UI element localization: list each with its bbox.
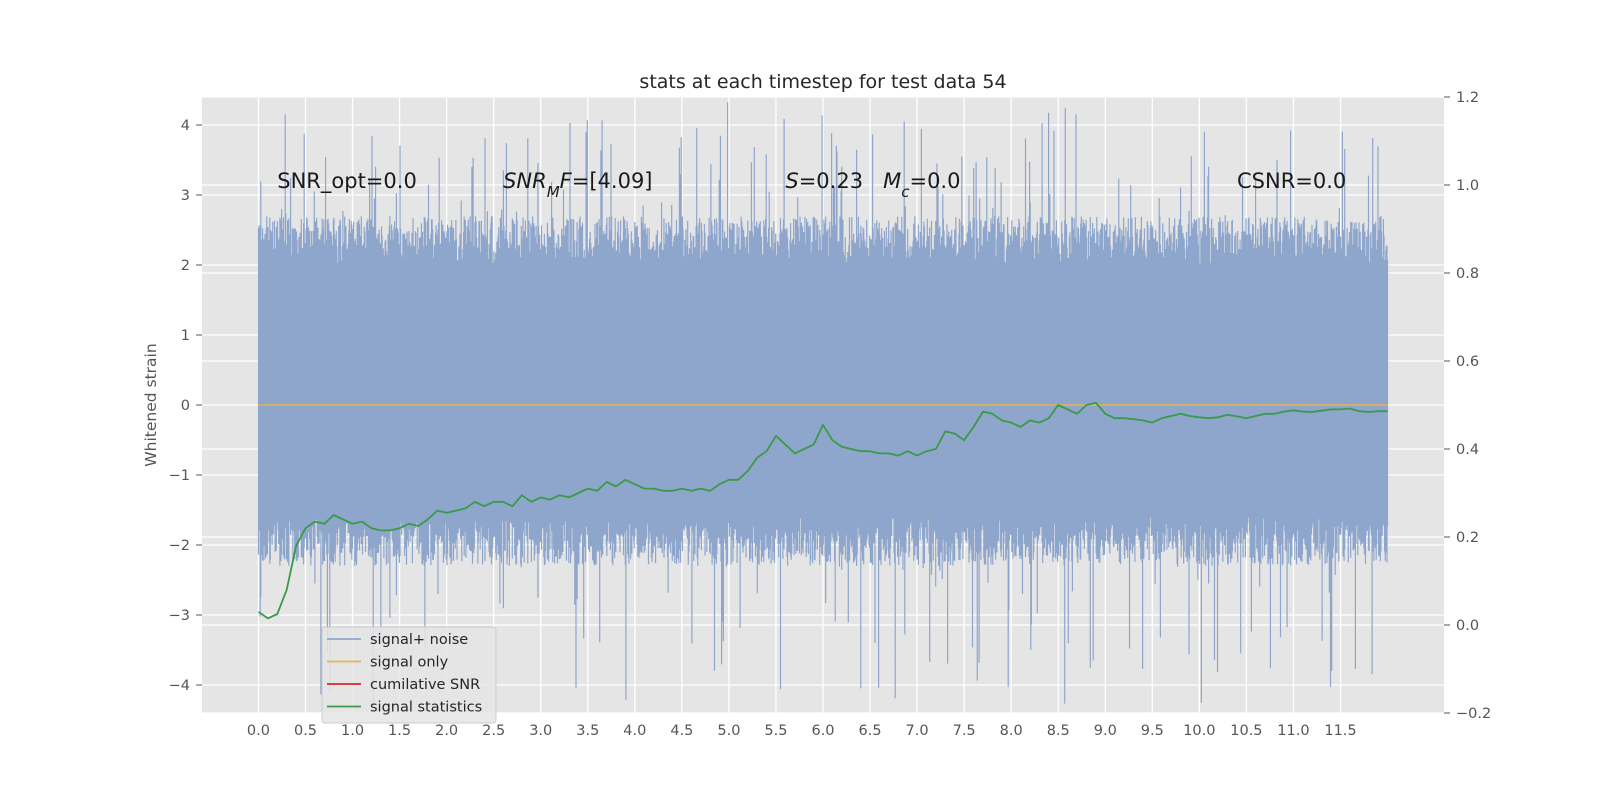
y2-tick-label-1: 0.0 [1456, 618, 1479, 634]
x-tick-label-10: 5.0 [717, 723, 740, 739]
legend-label-0: signal+ noise [370, 632, 468, 648]
chart-title: stats at each timestep for test data 54 [639, 71, 1006, 93]
signal-noise-band [258, 275, 1388, 507]
x-tick-label-13: 6.5 [859, 723, 882, 739]
x-tick-label-20: 10.0 [1183, 723, 1215, 739]
y-tick-label-2: −2 [169, 538, 190, 554]
x-tick-label-12: 6.0 [811, 723, 834, 739]
x-tick-label-3: 1.5 [388, 723, 411, 739]
x-tick-label-14: 7.0 [906, 723, 929, 739]
y-tick-label-0: −4 [169, 678, 190, 694]
x-tick-label-7: 3.5 [576, 723, 599, 739]
x-tick-label-4: 2.0 [435, 723, 458, 739]
y-tick-label-1: −3 [169, 608, 190, 624]
legend-label-2: cumilative SNR [370, 677, 480, 693]
x-tick-label-16: 8.0 [1000, 723, 1023, 739]
signal-noise-series [257, 102, 1389, 706]
y-tick-label-6: 2 [181, 258, 190, 274]
y2-tick-label-6: 1.0 [1456, 178, 1479, 194]
y2-tick-label-5: 0.8 [1456, 266, 1479, 282]
y2-tick-label-0: −0.2 [1456, 706, 1491, 722]
x-tick-label-9: 4.5 [670, 723, 693, 739]
annotation-2: S=0.23 Mc=0.0 [785, 169, 960, 201]
y-axis-label: Whitened strain [142, 343, 160, 466]
y2-tick-label-3: 0.4 [1456, 442, 1479, 458]
annotation-1: SNRMF=[4.09] [503, 169, 652, 201]
x-tick-label-17: 8.5 [1047, 723, 1070, 739]
legend-label-3: signal statistics [370, 700, 482, 716]
x-tick-label-22: 11.0 [1277, 723, 1309, 739]
y2-tick-label-2: 0.2 [1456, 530, 1479, 546]
annotation-3: CSNR=0.0 [1237, 169, 1346, 193]
y-tick-label-3: −1 [169, 468, 190, 484]
legend-label-1: signal only [370, 655, 449, 671]
y-tick-label-7: 3 [181, 188, 190, 204]
x-tick-label-0: 0.0 [247, 723, 270, 739]
y-tick-label-5: 1 [181, 328, 190, 344]
x-tick-label-8: 4.0 [623, 723, 646, 739]
y-tick-label-4: 0 [181, 398, 190, 414]
x-tick-label-6: 3.0 [529, 723, 552, 739]
x-tick-label-23: 11.5 [1324, 723, 1356, 739]
line-series [257, 401, 1388, 620]
y2-tick-label-7: 1.2 [1456, 90, 1479, 106]
x-tick-label-1: 0.5 [294, 723, 317, 739]
y2-tick-label-4: 0.6 [1456, 354, 1479, 370]
x-tick-label-19: 9.5 [1141, 723, 1164, 739]
x-tick-label-15: 7.5 [953, 723, 976, 739]
legend: signal+ noise signal only cumilative SNR si… [321, 626, 497, 724]
axis-ticks: 0.0 0.5 1.0 1.5 2.0 2.5 3.0 3.5 4.0 4.5 5.0 5.5 6.0 6… [169, 90, 1492, 739]
x-tick-label-21: 10.5 [1230, 723, 1262, 739]
y-tick-label-8: 4 [181, 118, 190, 134]
annotation-0: SNR_opt=0.0 [277, 169, 417, 194]
annotations: SNR_opt=0.0 SNRMF=[4.09] S=0.23 Mc=0.0 CSNR… [277, 169, 1346, 201]
legend-box [321, 626, 497, 724]
x-tick-label-2: 1.0 [341, 723, 364, 739]
x-tick-label-18: 9.0 [1094, 723, 1117, 739]
x-tick-label-5: 2.5 [482, 723, 505, 739]
signal-statistics-line [257, 401, 1388, 620]
x-tick-label-11: 5.5 [764, 723, 787, 739]
